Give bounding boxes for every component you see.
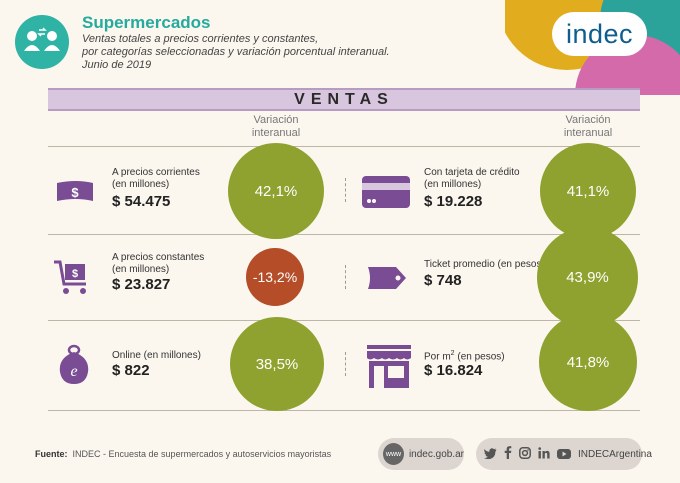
page-title: Supermercados	[82, 13, 211, 32]
row-divider	[48, 234, 640, 235]
variation-circle: 41,1%	[540, 143, 636, 239]
item-value: $ 748	[424, 272, 462, 289]
variation-circle: 42,1%	[228, 143, 324, 239]
page-subtitle: Ventas totales a precios corrientes y co…	[82, 33, 390, 71]
svg-text:$: $	[71, 185, 79, 200]
row-divider	[48, 410, 640, 411]
variation-circle: 41,8%	[539, 313, 637, 411]
social-links[interactable]: INDECArgentina	[476, 438, 652, 470]
svg-text:e: e	[70, 363, 77, 380]
ventas-banner: VENTAS	[48, 88, 640, 111]
column-divider	[345, 178, 346, 202]
item-label: Por m2 (en pesos)	[424, 350, 505, 363]
indec-logo: indec	[552, 12, 647, 56]
item-value: $ 16.824	[424, 362, 483, 379]
column-header-left: Variación interanual	[251, 114, 301, 139]
banknote-dollar-icon: $	[55, 180, 95, 209]
twitter-icon[interactable]	[484, 447, 497, 462]
item-label: A precios constantes (en millones)	[112, 252, 205, 275]
item-label: Online (en millones)	[112, 350, 201, 361]
instagram-icon[interactable]	[519, 446, 531, 462]
variation-circle: 38,5%	[230, 317, 324, 411]
item-label: Con tarjeta de crédito (en millones)	[424, 167, 520, 190]
online-bag-icon: e	[57, 343, 91, 390]
column-divider	[345, 352, 346, 376]
column-header-right: Variación interanual	[563, 114, 613, 139]
globe-icon: www	[383, 443, 404, 465]
source-note: Fuente: INDEC - Encuesta de supermercado…	[35, 449, 332, 459]
people-exchange-icon	[15, 15, 69, 69]
item-value: $ 822	[112, 362, 150, 379]
linkedin-icon[interactable]	[538, 446, 550, 462]
row-divider	[48, 320, 640, 321]
facebook-icon[interactable]	[504, 446, 512, 462]
item-value: $ 54.475	[112, 193, 171, 210]
item-value: $ 19.228	[424, 193, 483, 210]
variation-circle: 43,9%	[537, 227, 638, 328]
variation-circle: -13,2%	[246, 248, 304, 306]
row-divider	[48, 146, 640, 147]
price-tag-icon	[364, 265, 408, 296]
svg-text:$: $	[72, 268, 78, 280]
storefront-icon	[365, 343, 413, 394]
shopping-cart-icon: $	[52, 258, 92, 303]
youtube-icon[interactable]	[557, 447, 571, 462]
item-label: A precios corrientes (en millones)	[112, 167, 200, 190]
item-label: Ticket promedio (en pesos)	[424, 259, 545, 270]
item-value: $ 23.827	[112, 276, 171, 293]
credit-card-icon	[361, 175, 411, 214]
column-divider	[345, 265, 346, 289]
website-link[interactable]: www indec.gob.ar	[378, 438, 464, 470]
